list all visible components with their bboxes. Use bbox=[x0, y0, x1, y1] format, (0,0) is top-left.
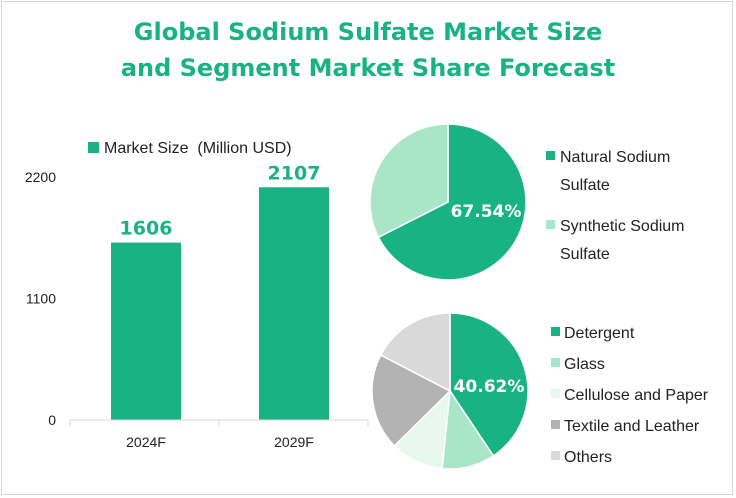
legend-swatch-others bbox=[551, 451, 560, 460]
legend-swatch-glass bbox=[551, 358, 560, 367]
legend-label-natural-line2: Sulfate bbox=[560, 177, 610, 194]
y-tick-label-2: 2200 bbox=[25, 169, 56, 185]
legend-label-glass: Glass bbox=[564, 356, 605, 373]
chart-title: Global Sodium Sulfate Market Size and Se… bbox=[0, 14, 736, 86]
legend-label-detergent: Detergent bbox=[564, 325, 635, 342]
bars: 1606 2024F 2107 2029F bbox=[111, 162, 329, 450]
legend-swatch-textile bbox=[551, 420, 560, 429]
y-axis-ticks: 0 1100 2200 bbox=[25, 169, 56, 428]
pie-slice-3 bbox=[371, 354, 452, 447]
legend-swatch-cellulose bbox=[551, 389, 560, 398]
pie-slice-0 bbox=[377, 123, 527, 281]
legend-swatch-natural bbox=[546, 151, 555, 160]
pie-slice-4 bbox=[379, 312, 451, 393]
legend-swatch-synthetic bbox=[546, 220, 555, 229]
legend-label-textile: Textile and Leather bbox=[564, 418, 700, 435]
legend-label-synthetic-line1: Synthetic Sodium bbox=[560, 218, 685, 235]
bar-legend-swatch bbox=[88, 142, 99, 153]
bar-2029F bbox=[259, 187, 329, 420]
pie-data-label: 40.62% bbox=[454, 377, 525, 397]
pie-chart-application: 40.62% bbox=[371, 312, 529, 470]
legend-swatch-detergent bbox=[551, 327, 560, 336]
pie1-legend: Natural Sodium Sulfate Synthetic Sodium … bbox=[546, 149, 685, 263]
pie2-legend: Detergent Glass Cellulose and Paper Text… bbox=[551, 325, 709, 466]
bar-legend-label: Market Size (Million USD) bbox=[104, 140, 292, 157]
legend-label-natural-line1: Natural Sodium bbox=[560, 149, 670, 166]
x-tick-label-0: 2024F bbox=[126, 434, 166, 450]
pie-chart-product-type: 67.54% bbox=[369, 123, 527, 281]
x-tick-label-1: 2029F bbox=[274, 434, 314, 450]
title-line-1: Global Sodium Sulfate Market Size bbox=[133, 18, 603, 46]
bar-2024F bbox=[111, 242, 181, 420]
pie-slice-1 bbox=[369, 123, 449, 239]
y-tick-label-1: 1100 bbox=[26, 291, 56, 307]
bar-value-label-1: 2107 bbox=[268, 162, 321, 184]
title-line-2: and Segment Market Share Forecast bbox=[120, 54, 616, 82]
bar-value-label-0: 1606 bbox=[120, 218, 173, 240]
y-tick-label-0: 0 bbox=[48, 412, 56, 428]
bar-chart: Market Size (Million USD) 0 1100 2200 1606… bbox=[25, 140, 369, 450]
legend-label-cellulose: Cellulose and Paper bbox=[564, 387, 709, 404]
legend-label-others: Others bbox=[564, 449, 612, 466]
pie-data-label: 67.54% bbox=[451, 202, 522, 222]
legend-label-synthetic-line2: Sulfate bbox=[560, 246, 610, 263]
